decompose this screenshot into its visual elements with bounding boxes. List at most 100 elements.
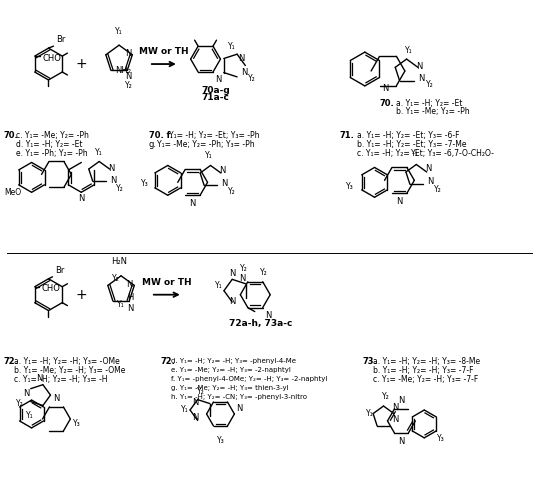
Text: N: N [398,396,405,405]
Text: Y₁: Y₁ [405,46,412,55]
Text: N: N [125,72,132,81]
Text: f. Y₁= -phenyl-4-OMe; Y₂= -H; Y₃= -2-naphtyl: f. Y₁= -phenyl-4-OMe; Y₂= -H; Y₃= -2-nap… [171,376,327,382]
Text: Y₁: Y₁ [26,411,33,420]
Text: N: N [265,311,271,319]
Text: N: N [382,84,388,93]
Text: Y₁= -Me; Y₂= -Ph; Y₃= -Ph: Y₁= -Me; Y₂= -Ph; Y₃= -Ph [157,140,254,149]
Text: Y₂: Y₂ [229,187,236,196]
Text: CHO: CHO [42,284,60,293]
Text: MeO: MeO [4,188,22,197]
Text: c. Y₁= -Me; Y₂= -Ph: c. Y₁= -Me; Y₂= -Ph [16,131,88,140]
Text: Y₂: Y₂ [382,392,389,401]
Text: N: N [215,75,222,84]
Text: Br: Br [56,266,65,275]
Text: 72a-h, 73a-c: 72a-h, 73a-c [229,319,292,328]
Text: e. Y₁= -Me; Y₂= -H; Y₃= -2-naphtyl: e. Y₁= -Me; Y₂= -H; Y₃= -2-naphtyl [171,367,291,373]
Text: MW or TH: MW or TH [142,278,191,287]
Text: N: N [229,269,235,278]
Text: N: N [392,403,399,411]
Text: Y₃: Y₃ [346,182,354,191]
Text: b. Y₁= -H; Y₂= -H; Y₃= -7-F: b. Y₁= -H; Y₂= -H; Y₃= -7-F [372,366,473,375]
Text: N: N [108,164,114,173]
Text: Y₁: Y₁ [227,42,235,51]
Text: N: N [127,304,134,313]
Text: Y₂: Y₂ [434,185,442,194]
Text: g.: g. [149,140,157,149]
Text: d. Y₁= -H; Y₂= -H; Y₃= -phenyl-4-Me: d. Y₁= -H; Y₂= -H; Y₃= -phenyl-4-Me [171,358,296,364]
Text: N: N [392,415,399,424]
Text: Y₂: Y₂ [260,268,267,277]
Text: MW or TH: MW or TH [139,47,189,56]
Text: Y₁: Y₁ [216,281,223,290]
Text: H: H [127,293,134,302]
Text: N: N [78,194,85,203]
Text: N: N [53,394,60,403]
Text: N: N [222,179,228,188]
Text: 70.: 70. [379,99,395,108]
Text: CHO: CHO [43,54,61,62]
Text: +: + [75,57,87,71]
Text: h. Y₁= -H; Y₂= -CN; Y₃= -phenyl-3-nitro: h. Y₁= -H; Y₂= -CN; Y₃= -phenyl-3-nitro [171,394,307,400]
Text: Y₃: Y₃ [437,434,445,443]
Text: Y₁: Y₁ [205,151,212,161]
Text: NH₂: NH₂ [115,66,131,75]
Text: d. Y₁= -H; Y₂= -Et: d. Y₁= -H; Y₂= -Et [16,140,82,149]
Text: N: N [192,413,198,423]
Text: Y₃: Y₃ [217,436,224,445]
Text: Y₂: Y₂ [16,398,24,408]
Text: Y₁: Y₁ [115,27,123,36]
Text: Y₂: Y₂ [240,264,248,273]
Text: a. Y₁= -H; Y₂= -H; Y₃= -OMe: a. Y₁= -H; Y₂= -H; Y₃= -OMe [13,357,120,366]
Text: Br: Br [57,35,66,44]
Text: 70.: 70. [4,131,18,140]
Text: a. Y₁= -H; Y₂= -Et; Y₃= -6-F: a. Y₁= -H; Y₂= -Et; Y₃= -6-F [357,131,459,140]
Text: N: N [417,61,423,71]
Text: 73.: 73. [363,357,377,366]
Text: Y₁= -H; Y₂= -Et; Y₃= -Ph: Y₁= -H; Y₂= -Et; Y₃= -Ph [169,131,259,140]
Text: e. Y₁= -Ph; Y₂= -Ph: e. Y₁= -Ph; Y₂= -Ph [16,149,87,158]
Text: Y₂: Y₂ [197,387,205,396]
Text: N: N [229,297,235,306]
Text: a. Y₁= -H; Y₂= -Et: a. Y₁= -H; Y₂= -Et [397,99,463,108]
Text: N: N [219,166,226,175]
Text: 72.: 72. [161,357,176,366]
Text: N: N [396,197,403,206]
Text: 70. f.: 70. f. [149,131,173,140]
Text: c. Y₁= -Me; Y₂= -H; Y₃= -7-F: c. Y₁= -Me; Y₂= -H; Y₃= -7-F [372,375,478,384]
Text: 72.: 72. [4,357,19,366]
Text: Y₂: Y₂ [425,80,433,90]
Text: N: N [425,164,432,173]
Text: N: N [36,374,43,383]
Text: Y₂: Y₂ [248,74,256,83]
Text: N: N [241,68,248,77]
Text: N: N [125,49,132,58]
Text: 71.: 71. [340,131,355,140]
Text: c. Y₁= -H; Y₂= -H; Y₃= -H: c. Y₁= -H; Y₂= -H; Y₃= -H [13,375,107,384]
Text: b. Y₁= -Me; Y₂= -H; Y₃= -OMe: b. Y₁= -Me; Y₂= -H; Y₃= -OMe [13,366,125,375]
Text: Y₃: Y₃ [73,420,81,428]
Text: N: N [427,177,434,186]
Text: N: N [23,389,30,398]
Text: b. Y₁= -H; Y₂= -Et; Y₃= -7-Me: b. Y₁= -H; Y₂= -Et; Y₃= -7-Me [357,140,466,149]
Text: a. Y₁= -H; Y₂= -H; Y₃= -8-Me: a. Y₁= -H; Y₂= -H; Y₃= -8-Me [372,357,480,366]
Text: 71a-c: 71a-c [202,93,230,102]
Text: Y₂: Y₂ [112,274,120,284]
Text: Y₃: Y₃ [141,180,149,188]
Text: N: N [418,75,425,83]
Text: N: N [110,176,116,185]
Text: N: N [398,437,405,446]
Text: 70a-g: 70a-g [201,86,230,95]
Text: +: + [75,287,87,302]
Text: b. Y₁= -Me; Y₂= -Ph: b. Y₁= -Me; Y₂= -Ph [397,107,470,116]
Text: Y₂: Y₂ [126,81,133,91]
Text: Y₁: Y₁ [411,150,418,158]
Text: Y₁: Y₁ [95,148,103,156]
Text: N: N [238,54,245,63]
Text: H₂N: H₂N [111,257,127,266]
Text: g. Y₁= -Me; Y₂= -H; Y₃= thien-3-yl: g. Y₁= -Me; Y₂= -H; Y₃= thien-3-yl [171,385,288,391]
Text: N: N [237,404,243,412]
Text: N: N [239,274,246,283]
Text: N: N [189,199,196,208]
Text: N: N [126,280,132,289]
Text: Y₁: Y₁ [182,405,189,413]
